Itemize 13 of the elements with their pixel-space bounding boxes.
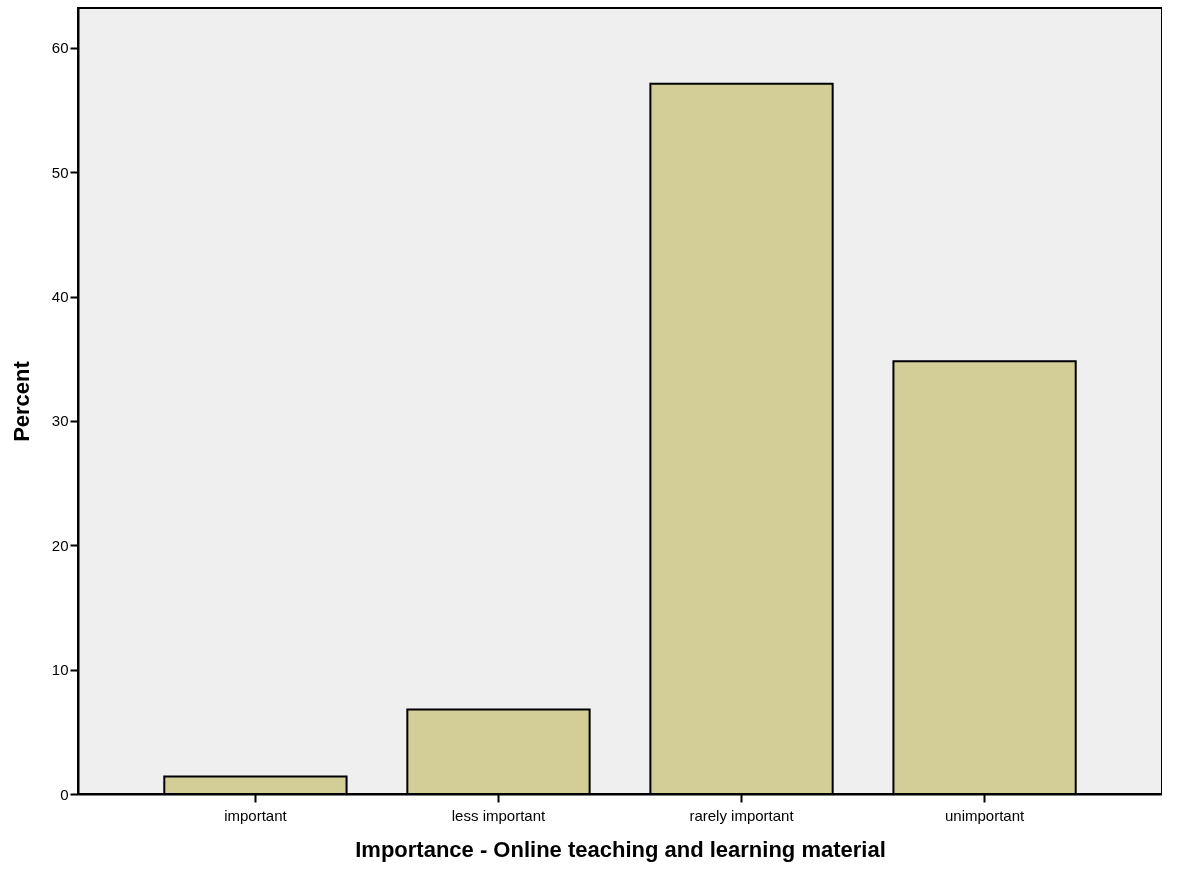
x-tick-label: unimportant [944, 806, 1026, 824]
y-tick-label: 50 [51, 163, 69, 181]
y-tick-label: 30 [51, 412, 69, 430]
x-tick-label: rarely important [689, 806, 795, 824]
y-axis-title: Percent [8, 360, 34, 442]
x-tick-label: less important [451, 806, 546, 824]
x-tick-label: important [224, 806, 288, 824]
y-tick-label: 0 [60, 785, 69, 803]
y-tick-label: 10 [51, 661, 69, 679]
x-axis-title: Importance - Online teaching and learning material [355, 836, 886, 862]
y-tick-label: 60 [51, 39, 69, 57]
y-tick-label: 20 [51, 536, 69, 554]
y-tick-label: 40 [51, 288, 69, 306]
